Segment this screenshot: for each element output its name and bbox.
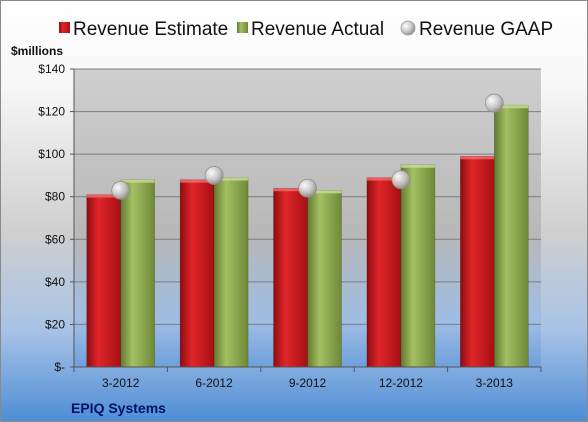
y-tick-label: $140 xyxy=(38,62,65,76)
gaap-marker xyxy=(111,180,131,200)
bar-revenue-actual-cap xyxy=(120,179,155,183)
y-tick-label: $40 xyxy=(45,275,65,289)
x-tick-label: 12-2012 xyxy=(379,376,423,390)
legend-item-gaap: Revenue GAAP xyxy=(400,19,553,40)
company-name: EPIQ Systems xyxy=(71,400,166,416)
x-tick-label: 9-2012 xyxy=(289,376,327,390)
y-axis-unit-label: $millions xyxy=(11,44,63,58)
gaap-marker xyxy=(391,170,411,190)
gaap-marker xyxy=(204,166,224,185)
legend-swatch-actual xyxy=(237,22,248,33)
y-tick-label: $100 xyxy=(38,147,65,161)
bar-revenue-actual-cap xyxy=(214,177,249,181)
x-tick-label: 3-2013 xyxy=(476,376,514,390)
y-axis-ticks: $- $20 $40 $60 $80 $100 $120 $140 xyxy=(38,62,74,374)
legend-item-actual: Revenue Actual xyxy=(237,19,384,40)
bar-revenue-estimate xyxy=(366,177,402,368)
bar-revenue-actual xyxy=(493,104,529,368)
bar-revenue-estimate xyxy=(86,194,121,368)
x-axis-ticks: 3-2012 6-2012 9-2012 12-2012 3-2013 xyxy=(73,367,542,390)
legend-item-estimate: Revenue Estimate xyxy=(59,19,228,40)
bar-revenue-actual-cap xyxy=(307,190,342,194)
bar-revenue-estimate-cap xyxy=(460,156,495,160)
y-tick-label: $20 xyxy=(45,317,65,331)
bar-revenue-actual-cap xyxy=(494,105,529,109)
bar-revenue-actual xyxy=(213,177,249,368)
gaap-marker xyxy=(484,93,504,113)
bar-revenue-estimate xyxy=(459,155,495,368)
legend-label-estimate: Revenue Estimate xyxy=(73,19,228,40)
bar-revenue-actual xyxy=(400,164,436,368)
bars xyxy=(86,104,529,368)
y-tick-label: $- xyxy=(54,360,65,374)
bar-revenue-actual xyxy=(120,179,155,368)
bar-revenue-actual xyxy=(307,190,342,368)
y-tick-label: $120 xyxy=(38,105,65,119)
legend-label-actual: Revenue Actual xyxy=(251,19,384,40)
legend-label-gaap: Revenue GAAP xyxy=(419,19,553,40)
bar-revenue-estimate-cap xyxy=(273,188,308,192)
gaap-marker xyxy=(298,178,317,198)
bar-revenue-estimate-cap xyxy=(180,179,215,183)
x-tick-label: 3-2012 xyxy=(102,376,140,390)
legend: Revenue Estimate Revenue Actual Revenue … xyxy=(59,19,553,40)
bar-revenue-estimate-cap xyxy=(86,194,121,198)
legend-marker-gaap xyxy=(400,20,416,36)
y-tick-label: $80 xyxy=(45,190,65,204)
legend-swatch-estimate xyxy=(59,22,70,33)
x-tick-label: 6-2012 xyxy=(195,376,233,390)
bar-revenue-estimate xyxy=(273,187,308,368)
gaap-markers xyxy=(111,93,504,200)
bar-revenue-actual-cap xyxy=(400,164,435,168)
bar-revenue-estimate xyxy=(179,179,215,368)
bar-revenue-estimate-cap xyxy=(366,177,401,181)
y-tick-label: $60 xyxy=(45,232,65,246)
